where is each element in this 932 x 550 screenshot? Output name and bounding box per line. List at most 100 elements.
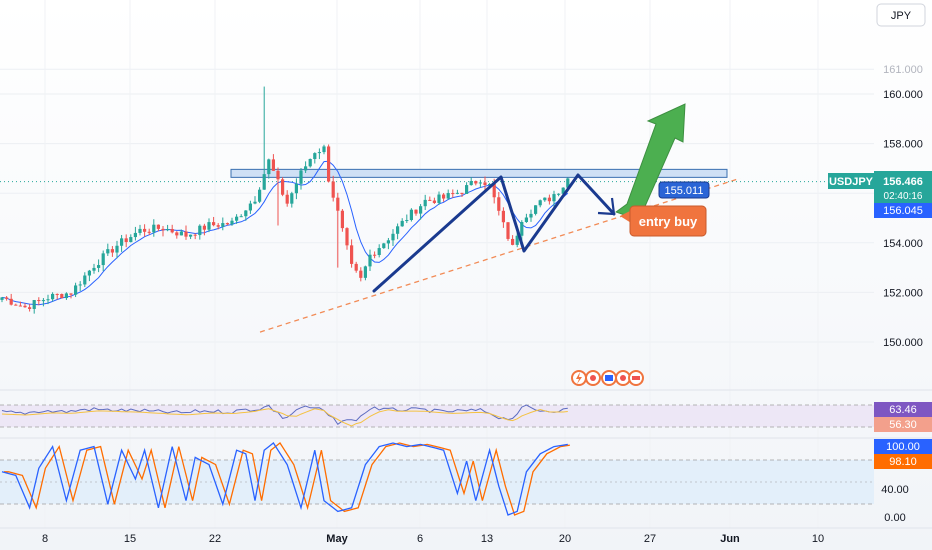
price-tick-label: 152.000 xyxy=(883,287,923,299)
time-tick-label: 8 xyxy=(42,533,48,545)
candle-body xyxy=(78,284,82,286)
candle-body xyxy=(322,146,326,153)
candle-body xyxy=(221,223,225,227)
entry-buy-label: entry buy xyxy=(639,214,698,229)
svg-text:100.00: 100.00 xyxy=(886,441,920,453)
candle-body xyxy=(294,183,298,194)
svg-text:40.00: 40.00 xyxy=(881,484,909,496)
price-tick-label: 150.000 xyxy=(883,337,923,349)
stoch-d-line xyxy=(4,442,570,516)
candle-body xyxy=(14,304,18,306)
candle-body xyxy=(230,220,234,225)
candle-body xyxy=(239,216,243,218)
time-tick-label: 10 xyxy=(812,533,824,545)
resistance-zone[interactable] xyxy=(230,168,728,178)
candle-body xyxy=(543,197,547,201)
candle-body xyxy=(414,209,418,214)
candle-body xyxy=(46,299,50,301)
time-axis[interactable]: 8 15 22 May 6 13 20 27 Jun 10 xyxy=(42,533,824,545)
economic-event-icons[interactable] xyxy=(571,370,644,386)
candle-body xyxy=(87,270,91,276)
candle-body xyxy=(179,231,183,236)
candle-body xyxy=(524,217,528,223)
rsi-labels: 63.46 56.30 xyxy=(874,402,932,432)
svg-text:63.46: 63.46 xyxy=(889,404,917,416)
candle-body xyxy=(313,153,317,160)
time-tick-label: 20 xyxy=(559,533,571,545)
candle-body xyxy=(529,213,533,218)
candle-body xyxy=(166,228,170,231)
entry-callout[interactable]: entry buy xyxy=(620,205,707,237)
candlesticks xyxy=(0,86,570,314)
candle-body xyxy=(244,210,248,217)
candle-body xyxy=(478,182,482,184)
candle-body xyxy=(552,194,556,202)
candle-body xyxy=(69,293,73,295)
svg-text:98.10: 98.10 xyxy=(889,456,917,468)
currency-button[interactable]: JPY xyxy=(876,3,926,27)
candle-body xyxy=(184,231,188,237)
candle-body xyxy=(497,197,501,211)
time-tick-label: 13 xyxy=(481,533,493,545)
candle-body xyxy=(391,233,395,241)
rsi-line xyxy=(1,404,568,426)
candle-body xyxy=(547,197,551,202)
candle-body xyxy=(276,170,280,180)
candle-body xyxy=(534,205,538,214)
symbol-price-tag: USDJPY 156.466 02:40:16 xyxy=(828,171,932,203)
candle-body xyxy=(152,224,156,233)
candle-body xyxy=(23,305,27,308)
candle-body xyxy=(386,240,390,244)
candle-body xyxy=(64,293,68,299)
candle-body xyxy=(5,297,9,299)
candle-body xyxy=(400,220,404,227)
rsi-band xyxy=(0,405,874,427)
time-tick-label: May xyxy=(326,533,348,545)
candle-body xyxy=(129,237,133,243)
candle-body xyxy=(202,225,206,230)
support-trendline[interactable] xyxy=(259,177,741,333)
candle-body xyxy=(363,266,367,278)
entry-price-tag[interactable]: 155.011 xyxy=(658,181,710,199)
candle-body xyxy=(124,238,128,243)
candle-body xyxy=(446,193,450,199)
candle-body xyxy=(262,174,266,190)
candle-body xyxy=(55,293,59,295)
candle-body xyxy=(492,183,496,198)
candle-body xyxy=(566,178,570,188)
price-tick-label: 161.000 xyxy=(883,64,923,76)
price-tick-label: 160.000 xyxy=(883,89,923,101)
candle-body xyxy=(225,223,229,225)
candle-body xyxy=(258,189,262,202)
candle-body xyxy=(409,209,413,221)
pattern-drawing[interactable] xyxy=(372,173,616,293)
candle-body xyxy=(212,222,216,226)
candle-body xyxy=(373,254,377,256)
time-gridlines xyxy=(44,0,819,528)
candle-body xyxy=(511,238,515,245)
candle-body xyxy=(359,270,363,278)
candle-body xyxy=(41,300,45,302)
candle-body xyxy=(465,185,469,194)
retest-arrow[interactable] xyxy=(597,197,616,216)
candle-body xyxy=(60,294,64,299)
candle-body xyxy=(0,297,4,300)
rsi-signal-line xyxy=(1,408,568,427)
candle-body xyxy=(170,228,174,233)
target-arrow[interactable] xyxy=(614,103,686,221)
candle-body xyxy=(189,234,193,237)
ma-value-label: 156.045 xyxy=(883,205,923,217)
candle-body xyxy=(368,254,372,267)
entry-price-label: 155.011 xyxy=(665,185,704,197)
candle-body xyxy=(97,265,101,268)
candle-body xyxy=(138,228,142,233)
candle-body xyxy=(405,220,409,222)
candle-body xyxy=(327,146,331,182)
candle-body xyxy=(455,192,459,194)
candle-body xyxy=(147,231,151,233)
candle-body xyxy=(37,300,41,302)
candle-body xyxy=(396,226,400,234)
candle-body xyxy=(437,194,441,203)
candle-body xyxy=(193,234,197,236)
